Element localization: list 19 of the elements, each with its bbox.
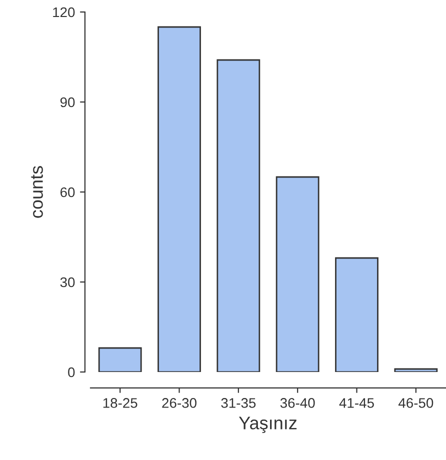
bar	[335, 257, 378, 372]
y-tick-label: 60	[60, 187, 75, 198]
x-axis-title: Yaşınız	[238, 416, 297, 434]
bar	[98, 347, 142, 372]
x-tick-label: 46-50	[398, 398, 434, 408]
bar	[158, 26, 201, 372]
y-tick-label: 0	[68, 367, 75, 378]
y-tick-label: 120	[53, 7, 75, 18]
bar	[276, 176, 320, 372]
y-axis-title: counts	[31, 166, 43, 218]
x-tick-label: 26-30	[162, 398, 196, 408]
bar	[216, 59, 260, 372]
x-tick-label: 41-45	[339, 398, 374, 408]
x-tick-label: 18-25	[103, 398, 138, 408]
x-tick-label: 31-35	[221, 398, 256, 408]
x-tick-label: 36-40	[280, 398, 315, 408]
y-tick-label: 30	[60, 277, 75, 288]
bar	[394, 368, 438, 372]
y-tick-label: 90	[60, 97, 75, 108]
